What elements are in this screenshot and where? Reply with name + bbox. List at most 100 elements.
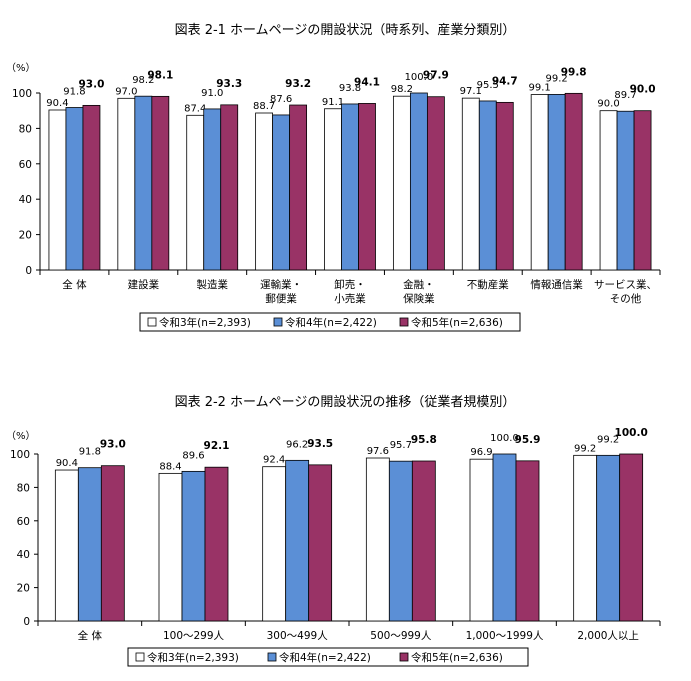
chart1-category-label: 運輸業・	[260, 278, 302, 291]
chart2-title: 図表 2-2 ホームページの開設状況の推移（従業者規模別）	[175, 394, 516, 410]
chart1-y-tick-label: 100	[12, 88, 32, 100]
chart1-bar-series1	[324, 108, 342, 271]
chart1-bar-series2	[478, 100, 497, 271]
chart2-data-label: 99.2	[574, 443, 596, 454]
chart1-legend-label: 令和3年(n=2,393)	[159, 316, 251, 329]
chart1-bar-series1	[117, 97, 136, 271]
chart1-legend-swatch	[147, 317, 157, 327]
chart1-data-label: 89.7	[614, 90, 636, 101]
chart1-category-label: サービス業、	[594, 278, 657, 291]
chart1-bar-series1	[255, 112, 274, 271]
chart1-data-label: 87.4	[184, 103, 206, 114]
chart1-bar-series1	[599, 110, 618, 271]
chart1-category-label: 郵便業	[265, 292, 297, 305]
chart1-data-label: 90.4	[46, 98, 68, 109]
chart1-category-label: その他	[610, 292, 642, 305]
chart1-y-unit: （%）	[6, 62, 36, 74]
chart1-bar-series2	[341, 103, 359, 271]
chart2-bar-series2	[492, 453, 517, 622]
chart2-category-label: 1,000～1999人	[466, 630, 544, 642]
chart1-legend-swatch	[273, 317, 283, 327]
chart2-y-tick-label: 20	[17, 583, 30, 595]
chart2-category-label: 100～299人	[163, 630, 225, 642]
chart2-data-label: 100.0	[615, 427, 648, 439]
chart2-data-label: 89.6	[182, 450, 204, 461]
chart2-category-label: 全 体	[78, 629, 103, 642]
chart1-category-label: 製造業	[196, 278, 228, 291]
chart1-category-label: 卸売・	[334, 278, 366, 291]
chart1-bar-series2	[134, 95, 153, 271]
chart1-bar-series3	[289, 104, 308, 271]
chart1-data-label: 93.0	[78, 78, 104, 90]
chart1-bar-series2	[272, 114, 291, 271]
chart1-y-tick-label: 20	[19, 230, 32, 242]
chart1-data-label: 91.1	[322, 97, 344, 108]
chart1-legend-label: 令和4年(n=2,422)	[285, 316, 377, 329]
chart-industry: 図表 2-1 ホームページの開設状況（時系列、産業分類別） （%） 0 20 40 6…	[6, 22, 661, 332]
chart1-data-label: 88.7	[253, 101, 275, 112]
chart2-category-label: 2,000人以上	[577, 630, 639, 642]
chart1-data-label: 94.7	[492, 75, 518, 87]
chart1-bar-series3	[426, 96, 445, 271]
chart1-data-label: 93.8	[339, 83, 361, 94]
chart2-data-label: 99.2	[597, 434, 619, 445]
chart1-bar-series3	[220, 104, 239, 271]
chart1-data-label: 97.9	[423, 70, 449, 82]
chart2-data-label: 92.4	[263, 455, 285, 466]
chart2-category-label: 300～499人	[267, 630, 329, 642]
chart1-category-label: 金融・	[403, 278, 435, 291]
chart2-data-label: 97.6	[367, 446, 389, 457]
chart1-category-label: 建設業	[128, 278, 160, 291]
chart1-data-label: 90.0	[630, 84, 656, 96]
chart1-data-label: 94.1	[354, 76, 380, 88]
chart1-bar-series3	[633, 110, 652, 271]
chart2-bar-series3	[411, 460, 436, 622]
chart1-data-label: 98.1	[147, 69, 173, 81]
chart2-y-tick-label: 80	[17, 482, 30, 494]
chart1-bar-series2	[547, 94, 566, 271]
chart2-data-label: 88.4	[159, 461, 181, 472]
chart1-legend-swatch	[399, 317, 409, 327]
chart2-data-label: 92.1	[204, 440, 230, 452]
chart1-bar-series2	[65, 107, 84, 271]
chart2-legend-label: 令和5年(n=2,636)	[411, 651, 503, 664]
chart2-y-tick-label: 40	[17, 549, 30, 561]
chart2-bar-series3	[100, 465, 125, 622]
chart1-bar-series1	[461, 97, 480, 271]
chart2-bar-series2	[285, 459, 310, 622]
chart2-data-label: 95.8	[411, 434, 437, 446]
chart1-data-label: 99.1	[529, 83, 551, 94]
chart1-data-label: 98.2	[132, 75, 154, 86]
chart2-bar-series1	[262, 466, 287, 622]
chart1-bar-series3	[358, 103, 376, 271]
chart1-data-label: 93.2	[285, 78, 311, 90]
chart2-legend-label: 令和3年(n=2,393)	[147, 651, 239, 664]
chart1-bar-series3	[495, 101, 514, 271]
chart1-bar-series1	[530, 94, 549, 271]
chart1-data-label: 97.0	[115, 86, 137, 97]
chart2-category-label: 500～999人	[370, 630, 432, 642]
chart1-data-label: 91.0	[201, 88, 223, 99]
chart1-legend-label: 令和5年(n=2,636)	[411, 316, 503, 329]
chart2-y-tick-label: 0	[23, 616, 30, 628]
chart2-legend-label: 令和4年(n=2,422)	[279, 651, 371, 664]
chart1-bar-series1	[392, 95, 411, 271]
chart1-data-label: 100.0	[405, 72, 434, 83]
chart1-data-label: 95.5	[477, 80, 499, 91]
chart1-bar-series3	[82, 104, 101, 271]
chart1-y-tick-label: 40	[19, 194, 32, 206]
chart2-bar-series1	[158, 472, 183, 622]
chart2-data-label: 95.9	[515, 434, 541, 446]
chart2-data-label: 91.8	[79, 447, 101, 458]
chart2-bar-series1	[365, 457, 390, 622]
chart2-legend-swatch	[399, 652, 409, 662]
chart2-y-unit: （%）	[6, 430, 36, 442]
chart2-bar-series3	[204, 466, 229, 622]
chart1-bar-series1	[186, 114, 205, 271]
chart1-data-label: 99.2	[546, 73, 568, 84]
chart2-bar-series2	[388, 460, 413, 622]
chart1-category-label: 全 体	[62, 278, 87, 291]
chart1-legend-box	[139, 312, 521, 332]
chart1-bar-series3	[151, 95, 170, 271]
chart1-bar-series3	[564, 92, 583, 271]
